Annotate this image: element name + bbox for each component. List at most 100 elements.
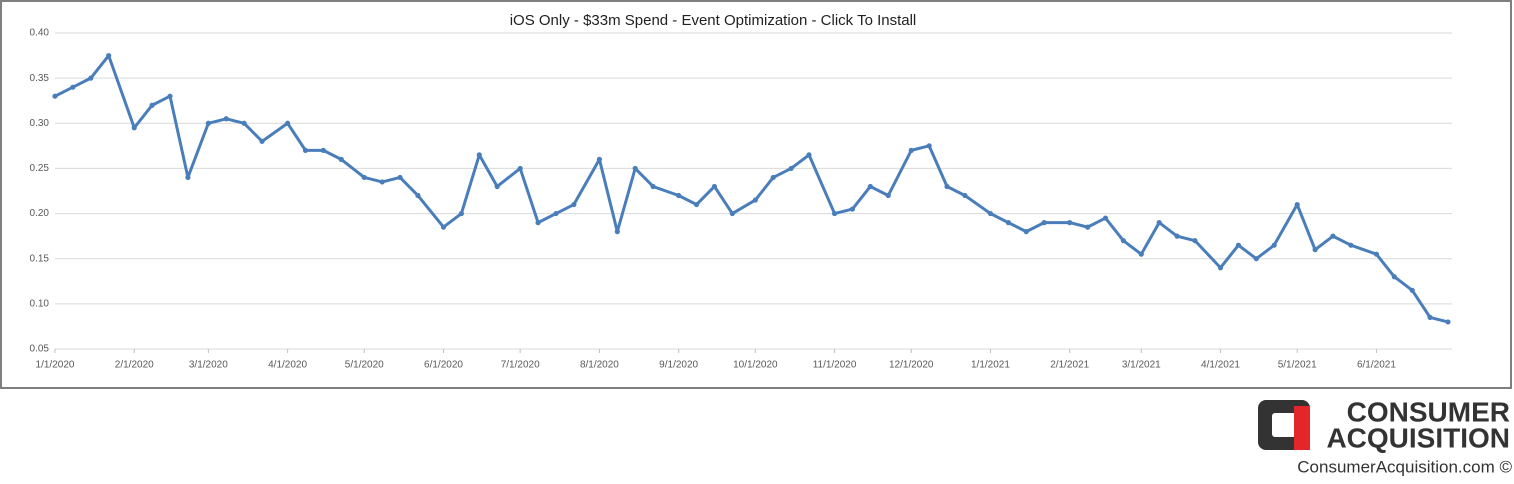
x-tick-label: 10/1/2020 [733,360,778,371]
data-point [1174,233,1180,239]
data-point [729,210,735,217]
logo-icon-inner [1272,413,1296,437]
x-tick-label: 5/1/2021 [1278,360,1317,371]
data-point [106,52,112,59]
data-point [1067,220,1073,226]
data-point [944,183,950,190]
data-point [571,201,577,208]
x-tick-label: 6/1/2021 [1357,360,1396,371]
data-point [1271,242,1277,248]
y-tick-label: 0.25 [30,163,50,174]
x-tick-label: 7/1/2020 [501,360,540,371]
data-point [476,152,482,158]
data-point [885,192,891,199]
data-point [1445,319,1451,325]
brand-line2: ACQUISITION [1326,422,1510,453]
y-tick-label: 0.35 [30,73,50,84]
data-point [806,152,812,158]
data-point [596,156,603,162]
data-point [1005,220,1011,226]
y-tick-label: 0.20 [30,208,50,219]
data-point [1217,265,1224,271]
data-point [338,156,344,162]
data-point [1294,201,1300,208]
x-tick-label: 1/1/2020 [36,360,75,371]
data-point [302,147,309,153]
x-tick-label: 3/1/2021 [1122,360,1161,371]
data-point [788,165,794,172]
data-point [131,125,137,131]
x-tick-label: 2/1/2020 [115,360,154,371]
x-tick-label: 6/1/2020 [424,360,463,371]
x-tick-label: 5/1/2020 [345,360,384,371]
y-tick-label: 0.10 [30,298,50,309]
logo-icon-accent [1294,406,1310,450]
brand-url: ConsumerAcquisition.com © [1297,457,1512,476]
data-point [379,179,385,185]
data-point [1348,242,1354,248]
data-point [1156,220,1162,226]
data-point [517,165,523,172]
x-tick-label: 1/1/2021 [971,360,1010,371]
data-point [987,210,994,217]
data-point [711,183,718,190]
data-point [458,210,464,217]
data-point [676,192,682,199]
data-point [259,138,265,144]
chart-title: iOS Only - $33m Spend - Event Optimizati… [510,12,917,29]
brand-line1: CONSUMER [1347,396,1510,427]
data-point [88,75,94,81]
data-point [1192,238,1198,244]
data-point [1138,251,1144,257]
data-point [167,93,173,99]
data-point [1391,274,1397,280]
data-point [185,174,191,181]
data-point [1023,229,1029,235]
data-point [1312,247,1318,253]
data-point [52,93,58,99]
data-point [1253,256,1259,262]
y-tick-label: 0.40 [30,28,50,39]
x-tick-label: 4/1/2021 [1201,360,1240,371]
data-point [770,174,776,181]
data-point [926,143,932,149]
data-point [867,183,873,190]
data-point [397,174,403,181]
data-point [693,201,700,208]
data-point [1120,238,1126,244]
data-point [1085,224,1091,230]
data-point [553,210,559,217]
x-tick-label: 2/1/2021 [1050,360,1089,371]
data-point [284,120,291,126]
x-tick-label: 11/1/2020 [813,360,857,371]
data-point [632,165,638,172]
data-point [440,224,447,230]
plot: 0.05 0.10 0.15 0.20 0.25 0.30 0.35 0.40 1/1/2020… [30,28,1452,371]
data-point [1409,287,1415,293]
y-tick-label: 0.15 [30,253,50,264]
data-point [1373,251,1380,257]
data-point [205,120,211,126]
y-tick-label: 0.05 [30,344,50,355]
data-point [149,102,155,108]
data-point [241,120,247,126]
data-point [1102,215,1109,221]
logo: CONSUMER ACQUISITION ConsumerAcquisition… [1258,396,1512,476]
data-point [1427,314,1433,320]
data-point [831,210,838,217]
data-point [361,174,367,181]
data-point [962,192,968,199]
y-tick-label: 0.30 [30,118,50,129]
data-point [849,206,856,212]
data-point [1041,220,1047,226]
data-point [320,147,326,153]
data-point [752,197,758,203]
data-point [1330,233,1336,239]
data-point [494,183,500,190]
data-point [223,116,229,122]
data-point [415,192,421,199]
x-tick-label: 12/1/2020 [889,360,934,371]
data-point [908,147,914,153]
chart-frame [0,0,1512,389]
data-point [535,220,541,226]
